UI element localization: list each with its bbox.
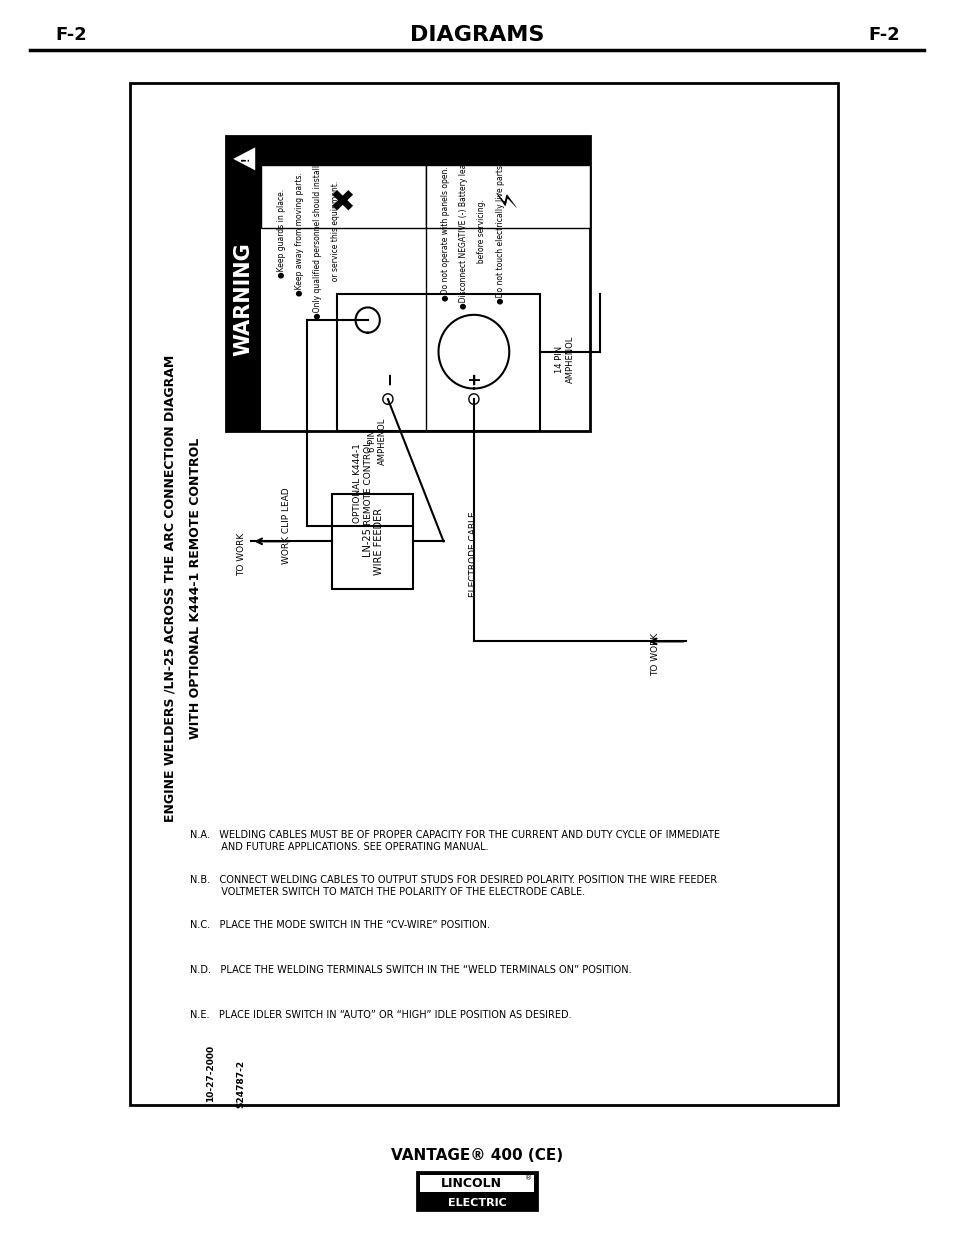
Text: VANTAGE® 400 (CE): VANTAGE® 400 (CE) (391, 1147, 562, 1162)
Text: N.E.   PLACE IDLER SWITCH IN “AUTO” OR “HIGH” IDLE POSITION AS DESIRED.: N.E. PLACE IDLER SWITCH IN “AUTO” OR “HI… (190, 1010, 571, 1020)
Polygon shape (226, 136, 590, 431)
Text: WORK CLIP LEAD: WORK CLIP LEAD (281, 487, 291, 564)
Text: ⚡: ⚡ (494, 186, 521, 206)
Text: ●Do not touch electrically live parts.: ●Do not touch electrically live parts. (496, 163, 504, 304)
Text: ELECTRODE CABLE: ELECTRODE CABLE (469, 511, 477, 597)
Polygon shape (261, 136, 590, 165)
Text: WITH OPTIONAL K444-1 REMOTE CONTROL: WITH OPTIONAL K444-1 REMOTE CONTROL (189, 438, 202, 740)
Bar (416, 1172, 537, 1210)
Polygon shape (425, 165, 590, 228)
Polygon shape (337, 294, 539, 431)
Text: !: ! (240, 157, 251, 161)
Text: N.B.   CONNECT WELDING CABLES TO OUTPUT STUDS FOR DESIRED POLARITY. POSITION THE: N.B. CONNECT WELDING CABLES TO OUTPUT ST… (190, 876, 717, 897)
Text: OPTIONAL K444-1
REMOTE CONTROL: OPTIONAL K444-1 REMOTE CONTROL (353, 441, 373, 525)
Text: 14 PIN
AMPHENOL: 14 PIN AMPHENOL (555, 336, 574, 383)
Text: ✖: ✖ (329, 184, 357, 210)
Text: ●Keep away from moving parts.: ●Keep away from moving parts. (294, 172, 304, 295)
Text: +: + (464, 370, 482, 385)
Text: N.A.   WELDING CABLES MUST BE OF PROPER CAPACITY FOR THE CURRENT AND DUTY CYCLE : N.A. WELDING CABLES MUST BE OF PROPER CA… (190, 830, 720, 852)
Text: 10-27-2000: 10-27-2000 (206, 1045, 215, 1102)
Text: ●Disconnect NEGATIVE (-) Battery lead: ●Disconnect NEGATIVE (-) Battery lead (458, 158, 468, 309)
Text: or service this equipment.: or service this equipment. (331, 182, 340, 287)
Text: ●Do not operate with panels open.: ●Do not operate with panels open. (440, 167, 450, 301)
Text: DIAGRAMS: DIAGRAMS (410, 25, 543, 44)
Text: N.D.   PLACE THE WELDING TERMINALS SWITCH IN THE “WELD TERMINALS ON” POSITION.: N.D. PLACE THE WELDING TERMINALS SWITCH … (190, 965, 631, 974)
Text: ELECTRIC: ELECTRIC (447, 1198, 506, 1208)
Text: before servicing.: before servicing. (476, 199, 486, 268)
Text: 6 PIN
AMPHENOL: 6 PIN AMPHENOL (367, 417, 387, 464)
Text: ●Keep guards in place.: ●Keep guards in place. (276, 189, 285, 278)
Bar (419, 1174, 534, 1192)
Text: TO WORK: TO WORK (236, 532, 246, 576)
Text: ENGINE WELDERS /LN-25 ACROSS THE ARC CONNECTION DIAGRAM: ENGINE WELDERS /LN-25 ACROSS THE ARC CON… (164, 356, 176, 823)
Bar (130, 83, 837, 1105)
Text: WARNING: WARNING (233, 242, 253, 356)
Polygon shape (332, 494, 413, 589)
Text: S24787-2: S24787-2 (236, 1060, 246, 1108)
Polygon shape (261, 165, 425, 228)
Text: N.C.   PLACE THE MODE SWITCH IN THE “CV-WIRE” POSITION.: N.C. PLACE THE MODE SWITCH IN THE “CV-WI… (190, 920, 490, 930)
Polygon shape (226, 136, 261, 431)
Text: −: − (378, 370, 396, 385)
Text: F-2: F-2 (867, 26, 899, 44)
Text: ®: ® (525, 1174, 532, 1181)
Text: ●Only qualified personnel should install,use: ●Only qualified personnel should install… (313, 148, 322, 319)
Polygon shape (232, 146, 255, 172)
Text: TO WORK: TO WORK (651, 632, 659, 676)
Text: LN-25
WIRE FEEDER: LN-25 WIRE FEEDER (361, 508, 383, 574)
Text: LINCOLN: LINCOLN (440, 1177, 501, 1191)
Text: F-2: F-2 (55, 26, 87, 44)
